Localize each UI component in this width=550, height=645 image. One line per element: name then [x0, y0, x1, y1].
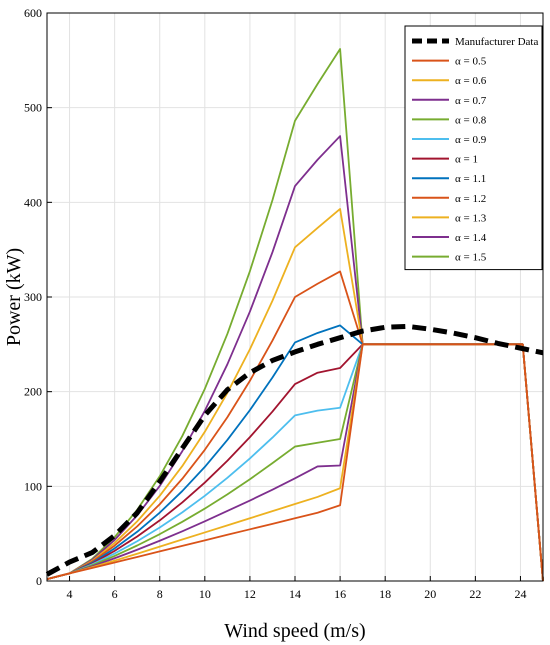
y-tick-label: 100: [24, 479, 42, 493]
legend-label: α = 0.7: [455, 95, 487, 107]
series-line-1: [46, 343, 544, 582]
x-tick-label: 4: [67, 587, 73, 601]
legend-label: α = 1.3: [455, 212, 487, 224]
y-tick-label: 600: [24, 6, 42, 20]
legend-label: α = 0.9: [455, 134, 487, 146]
y-tick-label: 200: [24, 385, 42, 399]
x-tick-label: 12: [244, 587, 256, 601]
x-tick-label: 14: [289, 587, 301, 601]
x-tick-label: 20: [424, 587, 436, 601]
x-tick-label: 8: [157, 587, 163, 601]
ticks: 4 6 8 10 12 14 16 18 20 22 24 0 100 200 300 400 500 600: [24, 6, 526, 601]
y-axis-title: Power (kW): [3, 248, 25, 346]
legend-label: α = 1: [455, 154, 478, 166]
legend-label: α = 0.6: [455, 75, 487, 87]
series-line-0: [45, 323, 544, 577]
legend-label: α = 1.2: [455, 193, 486, 205]
x-axis-title: Wind speed (m/s): [224, 620, 365, 642]
legend-label: Manufacturer Data: [455, 36, 538, 48]
legend-label: α = 1.1: [455, 173, 486, 185]
x-tick-label: 6: [112, 587, 118, 601]
legend-label: α = 0.8: [455, 114, 487, 126]
series-layer: [45, 48, 544, 582]
x-tick-label: 10: [199, 587, 211, 601]
legend-label: α = 0.5: [455, 56, 487, 68]
y-tick-label: 0: [36, 574, 42, 588]
y-tick-label: 500: [24, 101, 42, 115]
x-tick-label: 18: [379, 587, 391, 601]
x-tick-label: 24: [514, 587, 526, 601]
y-tick-label: 300: [24, 290, 42, 304]
x-tick-label: 22: [469, 587, 481, 601]
legend: Manufacturer Data α = 0.5 α = 0.6 α = 0.7 α …: [404, 25, 543, 271]
legend-box: [404, 25, 543, 271]
x-tick-label: 16: [334, 587, 346, 601]
legend-label: α = 1.5: [455, 252, 487, 264]
y-tick-label: 400: [24, 195, 42, 209]
legend-label: α = 1.4: [455, 232, 487, 244]
